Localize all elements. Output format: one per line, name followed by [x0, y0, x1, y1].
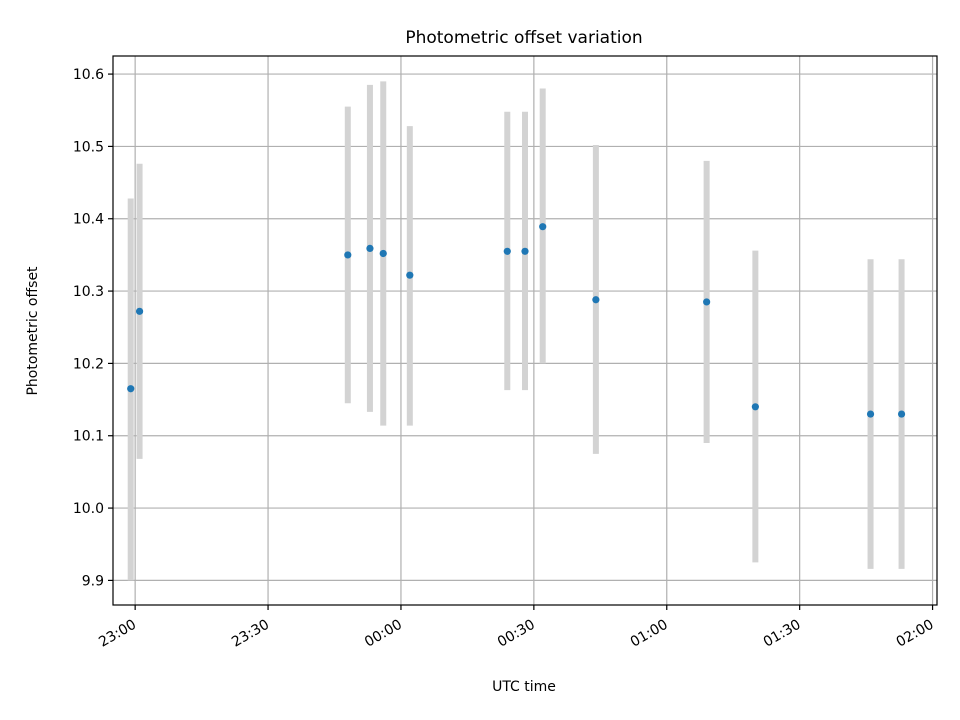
plot-frame [112, 55, 938, 606]
x-tick-label: 01:00 [628, 617, 671, 651]
data-point [366, 244, 374, 253]
y-axis-label: Photometric offset [25, 266, 41, 396]
data-point [127, 385, 135, 393]
data-point [503, 247, 511, 255]
x-axis-label: UTC time [492, 679, 556, 695]
data-point [135, 307, 144, 315]
y-tick-label: 10.1 [73, 429, 104, 445]
x-tick-label: 23:30 [229, 617, 272, 651]
y-tick-label: 10.2 [73, 356, 104, 372]
y-tick-label: 10.5 [73, 139, 104, 155]
chart-title: Photometric offset variation [405, 28, 642, 48]
y-tick-label: 9.9 [82, 573, 104, 589]
y-tick-label: 10.4 [73, 212, 104, 228]
x-tick-label: 00:30 [495, 617, 538, 651]
data-points [127, 223, 906, 418]
x-tick-label: 23:00 [96, 617, 139, 651]
y-tick-label: 10.0 [73, 501, 104, 517]
data-point [406, 271, 414, 279]
data-point [751, 403, 759, 411]
data-point [521, 247, 529, 255]
data-point [897, 410, 906, 418]
data-point [539, 223, 547, 231]
data-point [703, 298, 711, 306]
y-tick-label: 10.6 [73, 67, 104, 83]
data-point [866, 410, 875, 418]
y-tick-label: 10.3 [73, 284, 104, 300]
data-point [344, 251, 352, 259]
x-axis-ticks: 23:00 23:30 00:00 00:30 01:00 01:30 02:00 [96, 605, 937, 651]
x-tick-label: 00:00 [362, 617, 405, 651]
data-point [379, 249, 387, 258]
error-bars [127, 81, 905, 581]
x-tick-label: 02:00 [894, 617, 937, 651]
y-axis-ticks: 9.9 10.0 10.1 10.2 10.3 10.4 10.5 10.6 [73, 67, 113, 589]
x-tick-label: 01:30 [761, 617, 804, 651]
data-point [592, 296, 600, 304]
